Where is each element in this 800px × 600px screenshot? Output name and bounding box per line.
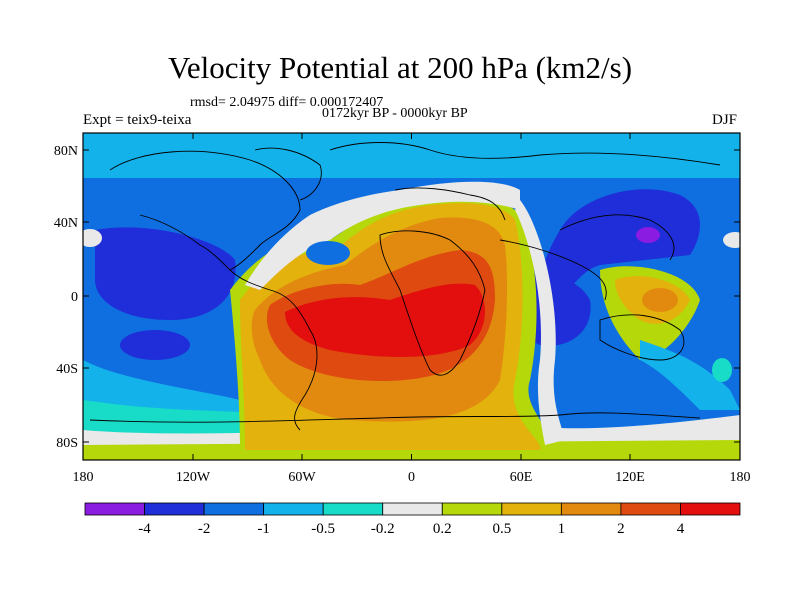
lon-tick-label: 60E <box>510 470 533 485</box>
lon-tick-label: 120W <box>176 470 211 485</box>
lon-tick-label: 180 <box>730 470 751 485</box>
colorbar-swatch <box>203 502 265 516</box>
map-title: Velocity Potential at 200 hPa (km2/s) <box>167 50 633 85</box>
lat-tick-label: 80N <box>54 144 78 159</box>
lat-tick-label: 40S <box>56 362 78 377</box>
season-label: DJF <box>712 112 738 128</box>
contour-field <box>83 133 740 460</box>
colorbar-label: -4 <box>138 521 151 537</box>
colorbar-label: 0.2 <box>433 521 452 537</box>
lat-tick-label: 0 <box>71 290 78 305</box>
colorbar-swatch <box>560 502 622 516</box>
colorbar-swatch <box>680 502 741 516</box>
lat-tick-label: 80S <box>56 436 78 451</box>
colorbar-label: 1 <box>558 521 566 537</box>
lat-tick-label: 40N <box>54 216 78 231</box>
colorbar-swatch <box>501 502 562 516</box>
colorbar-label: -1 <box>257 521 270 537</box>
colorbar-swatch <box>441 502 503 516</box>
lon-tick-label: 0 <box>408 470 415 485</box>
lon-axis: 180 120W 60W 0 60E 120E 180 <box>73 133 751 485</box>
colorbar-swatch <box>144 502 205 516</box>
colorbar-label: -0.2 <box>371 521 395 537</box>
stats-text: rmsd= 2.04975 diff= 0.000172407 <box>190 95 384 110</box>
colorbar-swatch <box>322 502 384 516</box>
colorbar-label: 0.5 <box>492 521 511 537</box>
coastlines <box>89 142 721 431</box>
colorbar-label: 2 <box>617 521 625 537</box>
experiment-label: Expt = teix9-teixa <box>83 112 192 128</box>
colorbar-label: -2 <box>198 521 211 537</box>
colorbar-swatch <box>84 502 145 516</box>
lon-tick-label: 180 <box>73 470 94 485</box>
lat-axis: 80N 40N 0 40S 80S <box>54 144 740 451</box>
lon-tick-label: 60W <box>288 470 316 485</box>
colorbar-label: 4 <box>677 521 685 537</box>
lon-tick-label: 120E <box>615 470 645 485</box>
colorbar: -4 -2 -1 -0.5 -0.2 0.2 0.5 1 2 4 <box>84 502 741 537</box>
colorbar-swatch <box>382 502 443 516</box>
period-text: 0172kyr BP - 0000kyr BP <box>322 106 468 121</box>
colorbar-swatch <box>263 502 324 516</box>
colorbar-label: -0.5 <box>311 521 335 537</box>
colorbar-swatch <box>620 502 681 516</box>
